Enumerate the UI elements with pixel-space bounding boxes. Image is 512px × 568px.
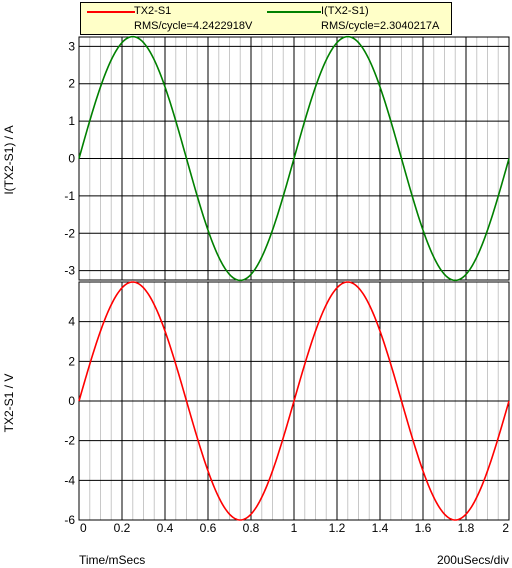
x-tick-label: 2 bbox=[502, 521, 509, 535]
y-tick-label: -4 bbox=[64, 473, 75, 487]
y-tick-label: 2 bbox=[68, 77, 75, 91]
y-tick-label: -2 bbox=[64, 226, 75, 240]
time-per-div: 200uSecs/div bbox=[436, 553, 509, 567]
x-tick-label: 1.4 bbox=[372, 521, 389, 535]
legend: TX2-S1 RMS/cycle=4.2422918V I(TX2-S1) RM… bbox=[80, 2, 452, 35]
y-tick-label: 0 bbox=[68, 394, 75, 408]
x-tick-label: 1.6 bbox=[415, 521, 432, 535]
legend-rms-current: RMS/cycle=2.3040217A bbox=[321, 20, 440, 32]
x-tick-label: 1.8 bbox=[458, 521, 475, 535]
legend-name-voltage: TX2-S1 bbox=[134, 5, 172, 17]
x-tick-label: 1 bbox=[291, 521, 298, 535]
y-axis-label-voltage: TX2-S1 / V bbox=[2, 373, 16, 433]
series-line-i-tx2-s1- bbox=[78, 35, 510, 282]
x-tick-label: 0 bbox=[80, 521, 87, 535]
x-tick-label: 0.6 bbox=[200, 521, 217, 535]
series-line-tx2-s1 bbox=[78, 281, 510, 521]
legend-line-voltage bbox=[87, 11, 135, 13]
y-tick-label: -2 bbox=[64, 434, 75, 448]
legend-rms-voltage: RMS/cycle=4.2422918V bbox=[134, 20, 253, 32]
y-axis-label-current: I(TX2-S1) / A bbox=[2, 125, 16, 195]
y-tick-label: -6 bbox=[64, 513, 75, 527]
legend-name-current: I(TX2-S1) bbox=[321, 5, 369, 17]
x-tick-label: 0.2 bbox=[114, 521, 131, 535]
y-tick-label: -3 bbox=[64, 264, 75, 278]
y-tick-label: 0 bbox=[68, 152, 75, 166]
legend-line-current bbox=[267, 11, 321, 13]
y-tick-label: -1 bbox=[64, 189, 75, 203]
x-axis-label: Time/mSecs bbox=[79, 553, 146, 567]
y-tick-label: 1 bbox=[68, 114, 75, 128]
x-tick-label: 0.8 bbox=[243, 521, 260, 535]
x-tick-label: 0.4 bbox=[157, 521, 174, 535]
y-tick-label: 3 bbox=[68, 39, 75, 53]
y-tick-label: 2 bbox=[68, 354, 75, 368]
x-tick-label: 1.2 bbox=[329, 521, 346, 535]
y-tick-label: 4 bbox=[68, 315, 75, 329]
